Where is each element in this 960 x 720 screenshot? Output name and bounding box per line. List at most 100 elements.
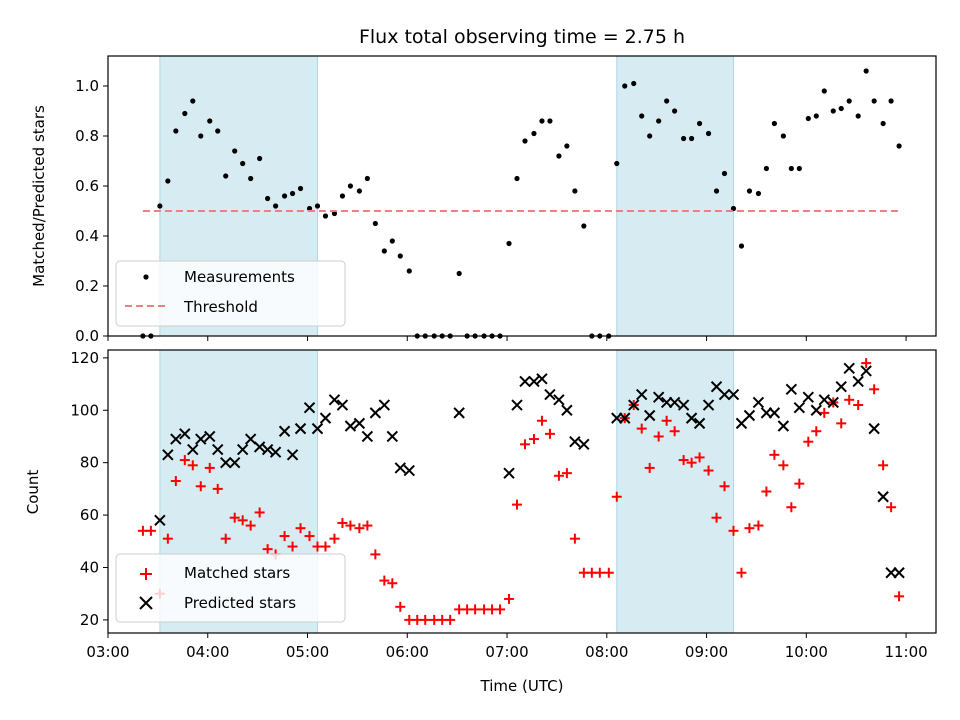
matched-stars-point [304, 531, 315, 542]
matched-stars-point [769, 449, 780, 460]
predicted-stars-point [228, 456, 241, 469]
measurement-point [547, 118, 553, 124]
predicted-stars-point [503, 467, 515, 479]
predicted-stars-point [386, 430, 399, 443]
measurement-point [165, 178, 171, 184]
matched-stars-point [736, 567, 747, 578]
predicted-stars-point [195, 433, 207, 445]
measurement-point [207, 118, 213, 124]
measurement-point [406, 268, 412, 274]
matched-stars-point [195, 481, 206, 492]
predicted-stars-point [561, 404, 573, 416]
bottom-y-ticks: 20 40 60 80 100 120 [70, 349, 108, 629]
legend-label-matched: Matched stars [184, 564, 290, 582]
predicted-stars-point [311, 422, 324, 435]
measurement-point [572, 188, 578, 194]
matched-stars-point [379, 575, 390, 586]
x-tick-label: 06:00 [386, 643, 429, 661]
matched-stars-point [329, 533, 340, 544]
matched-stars-point [170, 476, 181, 487]
measurement-point [871, 98, 877, 104]
measurement-point [880, 120, 886, 127]
top-y-tick-label: 0.0 [75, 327, 99, 345]
predicted-stars-point [369, 407, 382, 419]
measurement-point [647, 133, 653, 139]
predicted-stars-point [877, 491, 889, 503]
top-axes-frame [107, 55, 937, 337]
matched-stars-point [495, 604, 506, 615]
matched-stars-point [395, 601, 406, 612]
measurement-point [364, 175, 370, 182]
measurement-point [306, 205, 313, 212]
matched-stars-point [853, 400, 864, 411]
predicted-stars-point [212, 443, 224, 456]
matched-stars-point [162, 533, 173, 544]
measurement-point [855, 113, 861, 119]
predicted-stars-point [578, 438, 590, 451]
predicted-stars-point [236, 443, 249, 456]
bottom-axes-frame [107, 349, 937, 634]
bottom-legend-box [115, 553, 346, 623]
predicted-stars-point [718, 388, 731, 401]
predicted-stars-point [336, 399, 349, 411]
predicted-stars-point [162, 449, 174, 461]
matched-stars-point [661, 415, 672, 426]
measurement-point [339, 193, 346, 199]
predicted-stars-point [702, 399, 715, 411]
measurement-point [631, 80, 637, 87]
measurement-point [215, 128, 221, 134]
matched-stars-point [811, 426, 822, 437]
matched-stars-point [519, 439, 530, 450]
top-legend: Measurements Threshold [115, 260, 346, 327]
x-tick-label: 10:00 [785, 643, 828, 661]
chart-title: Flux total observing time = 2.75 h [359, 26, 685, 48]
bottom-y-axis-label: Count [24, 470, 42, 515]
matched-stars-point [603, 567, 614, 578]
measurement-point [281, 193, 288, 199]
legend-label-predicted: Predicted stars [184, 594, 296, 612]
matched-stars-point [245, 520, 256, 531]
measurement-point [198, 133, 204, 139]
measurement-point [696, 120, 703, 127]
x-tick-label: 09:00 [685, 643, 728, 661]
x-tick-label: 05:00 [286, 643, 329, 661]
measurement-point [157, 203, 163, 209]
predicted-stars-point [553, 394, 565, 406]
matched-stars-point [254, 507, 265, 518]
predicted-stars-point [286, 449, 299, 461]
bot-y-tick-label: 120 [70, 349, 99, 367]
legend-label-measurements: Measurements [184, 268, 295, 286]
measurement-point [389, 238, 395, 244]
predicted-stars-point [569, 436, 581, 448]
predicted-stars-point [403, 464, 415, 477]
top-y-tick-label: 0.6 [75, 177, 99, 195]
matched-stars-point [553, 470, 564, 481]
matched-stars-point [886, 502, 897, 513]
legend-marker-predicted [139, 596, 153, 610]
measurement-point [664, 98, 670, 104]
top-y-tick-label: 1.0 [75, 77, 99, 95]
matched-stars-point [561, 468, 572, 479]
measurement-point [796, 165, 802, 172]
matched-stars-point [844, 394, 855, 405]
matched-stars-point [669, 426, 680, 437]
predicted-stars-point [353, 417, 366, 430]
matched-stars-point [794, 478, 805, 489]
predicted-stars-point [693, 417, 706, 430]
measurement-point [681, 135, 687, 142]
matched-stars-point [544, 428, 555, 439]
predicted-stars-point [810, 404, 822, 416]
predicted-stars-point [244, 433, 257, 445]
measurement-point [813, 113, 819, 119]
matched-stars-point [212, 483, 223, 494]
matched-stars-point [370, 549, 381, 560]
measurement-point [347, 183, 354, 189]
predicted-stars-point [802, 391, 815, 403]
predicted-stars-point [727, 388, 740, 401]
matched-stars-point [362, 520, 373, 531]
matched-stars-point [728, 525, 739, 536]
matched-stars-point [753, 520, 764, 531]
matched-stars-point [703, 465, 714, 476]
matched-stars-point [345, 520, 356, 531]
matched-stars-point [636, 423, 647, 434]
